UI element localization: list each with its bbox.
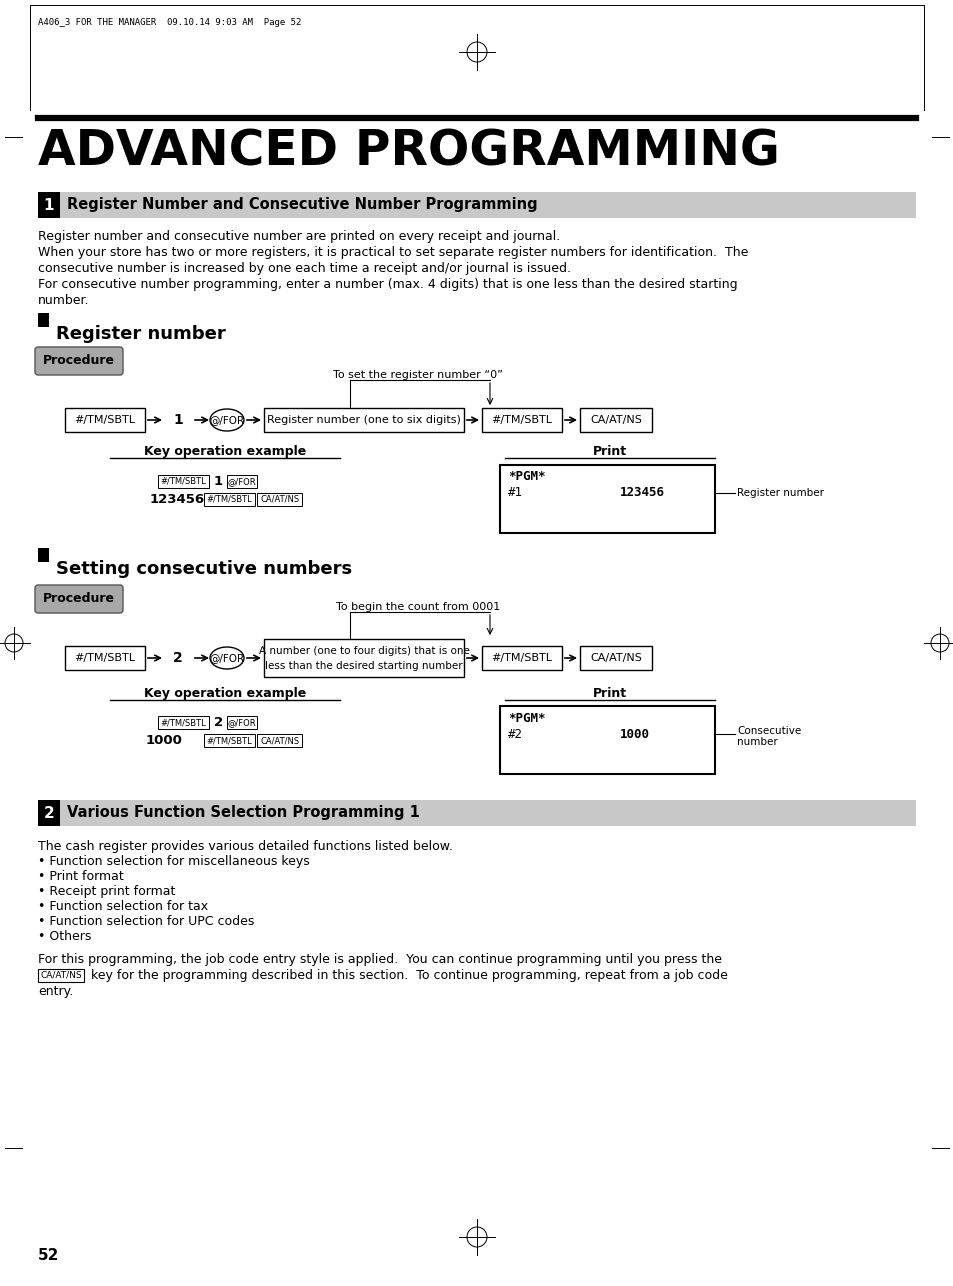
Text: • Function selection for UPC codes: • Function selection for UPC codes [38, 916, 254, 928]
Text: number.: number. [38, 294, 90, 307]
Text: 1: 1 [172, 413, 183, 427]
Text: • Receipt print format: • Receipt print format [38, 885, 175, 898]
Text: For this programming, the job code entry style is applied.  You can continue pro: For this programming, the job code entry… [38, 953, 721, 966]
FancyBboxPatch shape [38, 548, 49, 562]
FancyBboxPatch shape [256, 734, 302, 747]
Text: 2: 2 [172, 651, 183, 665]
Text: 123456: 123456 [619, 486, 664, 499]
FancyBboxPatch shape [227, 716, 256, 729]
Text: #1: #1 [507, 486, 522, 499]
Text: *PGM*: *PGM* [507, 471, 545, 484]
Text: Consecutive: Consecutive [737, 727, 801, 736]
FancyBboxPatch shape [579, 408, 651, 432]
FancyBboxPatch shape [264, 408, 463, 432]
Text: #/TM/SBTL: #/TM/SBTL [206, 495, 252, 504]
Text: 2: 2 [44, 805, 54, 820]
FancyBboxPatch shape [38, 192, 60, 219]
FancyBboxPatch shape [158, 475, 209, 487]
Text: @/FOR: @/FOR [210, 653, 244, 664]
Text: #/TM/SBTL: #/TM/SBTL [206, 736, 252, 745]
Text: @/FOR: @/FOR [210, 415, 244, 424]
Text: Register Number and Consecutive Number Programming: Register Number and Consecutive Number P… [67, 198, 537, 212]
Text: CA/AT/NS: CA/AT/NS [260, 736, 299, 745]
FancyBboxPatch shape [158, 716, 209, 729]
Text: 52: 52 [38, 1247, 59, 1263]
Text: #/TM/SBTL: #/TM/SBTL [160, 718, 206, 727]
Text: #/TM/SBTL: #/TM/SBTL [74, 415, 135, 424]
FancyBboxPatch shape [38, 968, 84, 983]
Text: #/TM/SBTL: #/TM/SBTL [74, 653, 135, 664]
Text: #/TM/SBTL: #/TM/SBTL [160, 477, 206, 486]
FancyBboxPatch shape [481, 408, 561, 432]
Ellipse shape [210, 409, 244, 431]
FancyBboxPatch shape [204, 734, 254, 747]
FancyBboxPatch shape [38, 312, 49, 327]
FancyBboxPatch shape [256, 493, 302, 505]
Text: @/FOR: @/FOR [227, 718, 255, 727]
Text: 2: 2 [213, 716, 223, 729]
Ellipse shape [210, 647, 244, 669]
Text: • Function selection for tax: • Function selection for tax [38, 900, 208, 913]
FancyBboxPatch shape [481, 646, 561, 670]
Text: #2: #2 [507, 728, 522, 741]
FancyBboxPatch shape [65, 408, 145, 432]
Text: • Others: • Others [38, 930, 91, 943]
FancyBboxPatch shape [204, 493, 254, 505]
Text: Setting consecutive numbers: Setting consecutive numbers [56, 559, 352, 577]
Text: • Print format: • Print format [38, 871, 124, 883]
Text: When your store has two or more registers, it is practical to set separate regis: When your store has two or more register… [38, 246, 747, 258]
Text: consecutive number is increased by one each time a receipt and/or journal is iss: consecutive number is increased by one e… [38, 262, 571, 275]
Text: CA/AT/NS: CA/AT/NS [40, 971, 82, 980]
Text: A number (one to four digits) that is one: A number (one to four digits) that is on… [258, 646, 469, 656]
FancyBboxPatch shape [227, 475, 256, 487]
Circle shape [164, 644, 192, 673]
Text: 1000: 1000 [619, 728, 649, 741]
Text: To begin the count from 0001: To begin the count from 0001 [335, 602, 499, 612]
Text: To set the register number “0”: To set the register number “0” [333, 370, 502, 379]
Text: Procedure: Procedure [43, 355, 115, 368]
FancyBboxPatch shape [65, 646, 145, 670]
Text: Key operation example: Key operation example [144, 687, 306, 700]
Text: 1: 1 [44, 198, 54, 212]
Text: *PGM*: *PGM* [507, 711, 545, 724]
Text: 1: 1 [213, 475, 223, 487]
Text: #/TM/SBTL: #/TM/SBTL [491, 653, 552, 664]
FancyBboxPatch shape [264, 639, 463, 676]
Text: Procedure: Procedure [43, 593, 115, 606]
Text: entry.: entry. [38, 985, 73, 998]
Text: Register number: Register number [737, 487, 823, 498]
Text: #/TM/SBTL: #/TM/SBTL [491, 415, 552, 424]
Text: ADVANCED PROGRAMMING: ADVANCED PROGRAMMING [38, 127, 779, 175]
Text: For consecutive number programming, enter a number (max. 4 digits) that is one l: For consecutive number programming, ente… [38, 278, 737, 291]
FancyBboxPatch shape [35, 347, 123, 376]
Text: A406_3 FOR THE MANAGER  09.10.14 9:03 AM  Page 52: A406_3 FOR THE MANAGER 09.10.14 9:03 AM … [38, 18, 301, 27]
FancyBboxPatch shape [35, 585, 123, 613]
Text: Print: Print [593, 445, 626, 458]
Text: Key operation example: Key operation example [144, 445, 306, 458]
Text: CA/AT/NS: CA/AT/NS [260, 495, 299, 504]
FancyBboxPatch shape [38, 192, 915, 219]
Text: CA/AT/NS: CA/AT/NS [590, 653, 641, 664]
Text: number: number [737, 737, 777, 747]
Text: CA/AT/NS: CA/AT/NS [590, 415, 641, 424]
FancyBboxPatch shape [499, 706, 714, 774]
Text: Register number (one to six digits): Register number (one to six digits) [267, 415, 460, 424]
Text: • Function selection for miscellaneous keys: • Function selection for miscellaneous k… [38, 855, 310, 868]
FancyBboxPatch shape [38, 800, 60, 826]
FancyBboxPatch shape [38, 800, 915, 826]
Text: 1000: 1000 [146, 734, 183, 747]
Text: The cash register provides various detailed functions listed below.: The cash register provides various detai… [38, 840, 453, 853]
FancyBboxPatch shape [579, 646, 651, 670]
Text: Register number and consecutive number are printed on every receipt and journal.: Register number and consecutive number a… [38, 230, 559, 243]
Text: @/FOR: @/FOR [227, 477, 255, 486]
Text: Register number: Register number [56, 325, 226, 343]
Text: less than the desired starting number: less than the desired starting number [265, 661, 462, 671]
Text: Various Function Selection Programming 1: Various Function Selection Programming 1 [67, 805, 419, 820]
Circle shape [164, 406, 192, 433]
FancyBboxPatch shape [499, 466, 714, 532]
Text: key for the programming described in this section.  To continue programming, rep: key for the programming described in thi… [87, 968, 727, 983]
Text: Print: Print [593, 687, 626, 700]
Text: 123456: 123456 [150, 493, 205, 505]
